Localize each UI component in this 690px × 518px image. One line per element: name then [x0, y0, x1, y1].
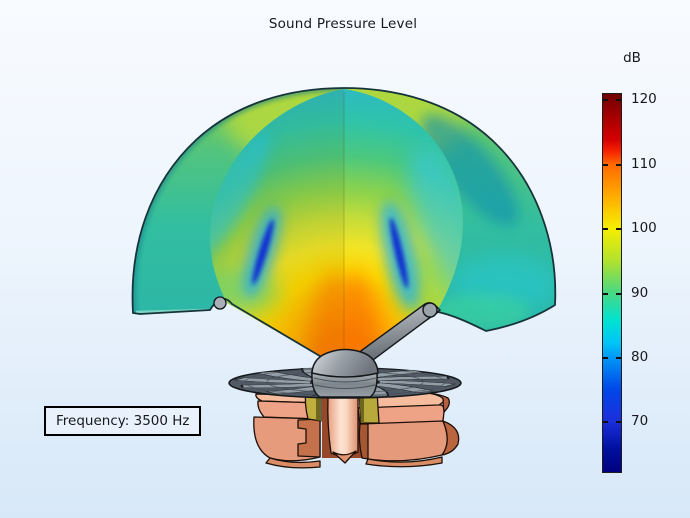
- colorbar-unit-label: dB: [623, 50, 641, 66]
- colorbar-tick-mark: [603, 164, 608, 166]
- colorbar-tick-mark: [616, 228, 621, 230]
- colorbar-tick-mark: [616, 357, 621, 359]
- colorbar-tick-label: 120: [631, 91, 657, 107]
- plot-title: Sound Pressure Level: [268, 16, 418, 32]
- magnet-assembly: [253, 384, 460, 469]
- cut-plane-left: [210, 89, 344, 362]
- frequency-annotation-box: Frequency: 3500 Hz: [44, 406, 202, 436]
- colorbar-gradient: [603, 94, 621, 472]
- colorbar-tick-mark: [603, 421, 608, 423]
- colorbar-tick-mark: [616, 293, 621, 295]
- frequency-annotation-label: Frequency: 3500 Hz: [56, 413, 190, 429]
- rim-notch-cap: [213, 296, 227, 310]
- colorbar-tick-label: 70: [631, 413, 649, 429]
- cut-plane-right: [343, 89, 463, 364]
- colorbar-tick-mark: [616, 99, 621, 101]
- colorbar-tick-label: 100: [631, 220, 657, 236]
- colorbar-tick-mark: [616, 164, 621, 166]
- tweeter-dome: [311, 348, 379, 398]
- waveguide-arm-cap: [422, 302, 438, 318]
- colorbar-tick-label: 110: [631, 156, 657, 172]
- colorbar: [602, 93, 622, 473]
- colorbar-tick-label: 90: [631, 285, 649, 301]
- colorbar-tick-mark: [603, 293, 608, 295]
- colorbar-tick-mark: [603, 357, 608, 359]
- colorbar-tick-label: 80: [631, 349, 649, 365]
- colorbar-tick-mark: [603, 99, 608, 101]
- colorbar-tick-mark: [603, 228, 608, 230]
- colorbar-tick-mark: [616, 421, 621, 423]
